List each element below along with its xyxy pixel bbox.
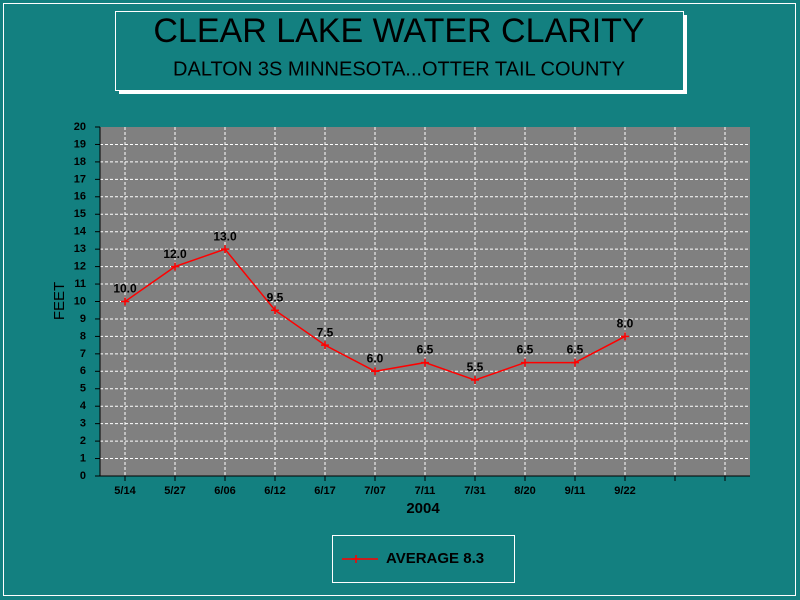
y-tick-label: 20 bbox=[74, 121, 86, 133]
value-label: 9.5 bbox=[267, 290, 284, 304]
y-tick-label: 9 bbox=[80, 313, 86, 325]
value-label: 6.5 bbox=[567, 343, 584, 357]
legend-label: AVERAGE 8.3 bbox=[386, 550, 484, 567]
chart-title: CLEAR LAKE WATER CLARITY bbox=[153, 12, 644, 50]
point-marker bbox=[521, 358, 529, 367]
value-label: 6.5 bbox=[417, 343, 434, 357]
y-tick-label: 14 bbox=[74, 226, 87, 238]
x-axis-label: 2004 bbox=[406, 500, 440, 517]
value-label: 8.0 bbox=[617, 317, 634, 331]
value-label: 7.5 bbox=[317, 325, 334, 339]
y-tick-label: 18 bbox=[74, 156, 86, 168]
x-tick-label: 5/14 bbox=[114, 485, 136, 497]
x-tick-label: 7/07 bbox=[364, 485, 385, 497]
point-marker bbox=[421, 358, 429, 367]
y-tick-label: 3 bbox=[80, 418, 86, 430]
x-tick-label: 6/06 bbox=[214, 485, 235, 497]
y-tick-label: 4 bbox=[80, 400, 87, 412]
y-tick-label: 11 bbox=[74, 278, 86, 290]
point-marker bbox=[321, 341, 329, 350]
y-tick-label: 2 bbox=[80, 435, 86, 447]
y-tick-label: 5 bbox=[80, 383, 86, 395]
x-tick-label: 7/31 bbox=[464, 485, 485, 497]
value-label: 10.0 bbox=[113, 282, 137, 296]
value-label: 13.0 bbox=[213, 229, 237, 243]
x-tick-label: 8/20 bbox=[514, 485, 535, 497]
y-tick-label: 1 bbox=[80, 452, 86, 464]
y-tick-label: 8 bbox=[80, 330, 86, 342]
y-tick-label: 12 bbox=[74, 261, 86, 273]
outer-border bbox=[3, 3, 796, 596]
x-tick-label: 9/11 bbox=[565, 485, 586, 497]
y-tick-label: 0 bbox=[80, 470, 86, 482]
y-tick-label: 6 bbox=[80, 365, 86, 377]
point-marker bbox=[371, 367, 379, 376]
x-tick-label: 7/11 bbox=[415, 485, 436, 497]
x-tick-label: 6/12 bbox=[264, 485, 285, 497]
x-tick-label: 6/17 bbox=[314, 485, 335, 497]
value-label: 6.0 bbox=[367, 351, 384, 365]
legend-marker bbox=[352, 555, 360, 563]
y-tick-label: 10 bbox=[74, 295, 86, 307]
y-tick-label: 17 bbox=[74, 173, 86, 185]
point-marker bbox=[271, 306, 279, 315]
y-tick-label: 15 bbox=[74, 208, 86, 220]
y-tick-label: 7 bbox=[80, 348, 86, 360]
x-tick-label: 9/22 bbox=[614, 485, 635, 497]
value-label: 5.5 bbox=[467, 360, 484, 374]
y-tick-label: 19 bbox=[74, 138, 86, 150]
y-tick-label: 13 bbox=[74, 243, 86, 255]
legend-box bbox=[332, 535, 515, 583]
point-marker bbox=[221, 245, 229, 254]
point-marker bbox=[621, 332, 629, 341]
title-box bbox=[115, 11, 684, 91]
value-label: 12.0 bbox=[163, 247, 187, 261]
x-tick-label: 5/27 bbox=[164, 485, 185, 497]
point-marker bbox=[571, 358, 579, 367]
y-tick-label: 16 bbox=[74, 191, 86, 203]
value-label: 6.5 bbox=[517, 343, 534, 357]
point-marker bbox=[471, 376, 479, 385]
point-marker bbox=[171, 262, 179, 271]
y-axis-label: FEET bbox=[51, 282, 68, 320]
chart-subtitle: DALTON 3S MINNESOTA...OTTER TAIL COUNTY bbox=[173, 58, 625, 80]
point-marker bbox=[121, 297, 129, 306]
